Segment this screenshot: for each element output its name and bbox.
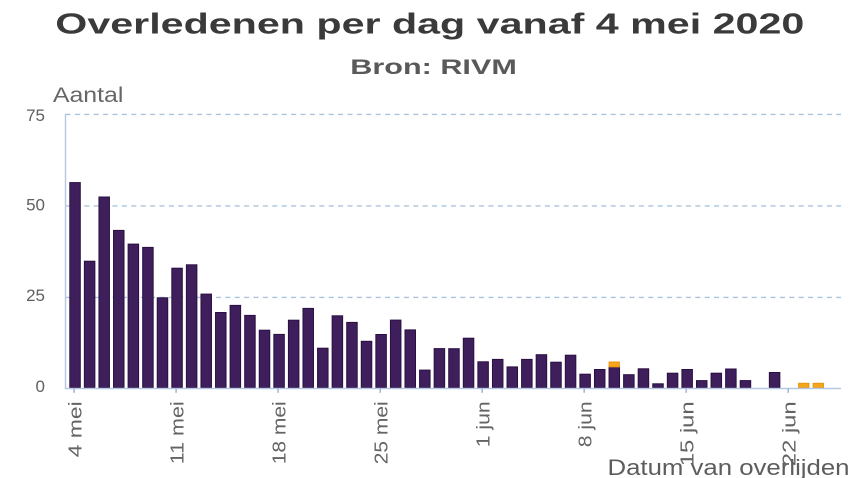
svg-text:50: 50 [26,196,45,215]
svg-text:0: 0 [36,377,45,396]
svg-text:8 jun: 8 jun [576,401,596,447]
svg-text:15 jun: 15 jun [678,401,698,466]
svg-text:25: 25 [26,286,45,305]
svg-text:75: 75 [26,106,45,125]
svg-text:22 jun: 22 jun [780,401,800,466]
svg-text:Bron: RIVM: Bron: RIVM [350,55,517,79]
svg-text:Datum van overlijden: Datum van overlijden [608,455,850,478]
svg-text:Overledenen per dag vanaf 4 me: Overledenen per dag vanaf 4 mei 2020 [55,9,804,41]
svg-text:25 mei: 25 mei [372,401,392,464]
svg-text:1 jun: 1 jun [474,401,494,447]
svg-text:Aantal: Aantal [53,83,124,107]
svg-text:4 mei: 4 mei [65,401,85,457]
svg-text:11 mei: 11 mei [167,401,187,464]
svg-text:18 mei: 18 mei [269,401,289,464]
